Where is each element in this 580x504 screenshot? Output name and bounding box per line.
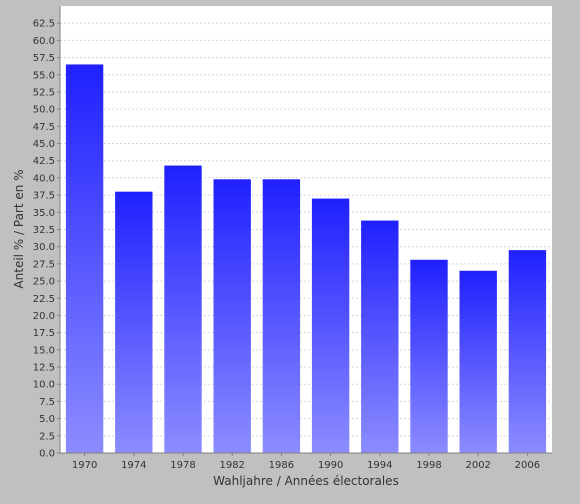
y-axis-ticks: 0.0 2.5 5.0 7.5 10.0 12.5 15.0 17.5 20.0 22.5 25.0…	[33, 19, 60, 460]
x-axis-ticks: 1970 1974 1978 1982 1986 1990 1994 1998 2002 2006	[72, 453, 540, 471]
bars	[65, 64, 547, 453]
bar-1970	[65, 64, 104, 453]
x-tick-label: 1986	[269, 460, 294, 471]
x-tick-label: 1990	[318, 460, 343, 471]
y-tick-label: 57.5	[33, 53, 55, 64]
bar-2006	[508, 250, 547, 453]
y-tick-label: 17.5	[33, 328, 55, 339]
y-tick-label: 2.5	[39, 431, 55, 442]
bar-2002	[459, 270, 497, 453]
y-tick-label: 52.5	[33, 87, 55, 98]
y-tick-label: 5.0	[39, 414, 55, 425]
y-tick-label: 27.5	[33, 259, 55, 270]
y-tick-label: 42.5	[33, 156, 55, 167]
y-tick-label: 60.0	[33, 36, 55, 47]
y-tick-label: 32.5	[33, 225, 55, 236]
y-tick-label: 15.0	[33, 345, 55, 356]
y-tick-label: 40.0	[33, 173, 55, 184]
x-tick-label: 1974	[121, 460, 146, 471]
y-tick-label: 10.0	[33, 380, 55, 391]
y-tick-label: 50.0	[33, 105, 55, 116]
bar-1982	[213, 179, 251, 453]
bar-1978	[164, 165, 202, 453]
y-tick-label: 25.0	[33, 277, 55, 288]
y-tick-label: 30.0	[33, 242, 55, 253]
y-axis-title: Anteil % / Part en %	[12, 169, 26, 288]
x-tick-label: 1978	[170, 460, 195, 471]
y-tick-label: 7.5	[39, 397, 55, 408]
bar-1990	[311, 198, 350, 453]
bar-1998	[410, 259, 448, 453]
x-tick-label: 1982	[219, 460, 244, 471]
y-tick-label: 47.5	[33, 122, 55, 133]
x-axis-title: Wahljahre / Années électorales	[213, 474, 399, 488]
y-tick-label: 12.5	[33, 363, 55, 374]
bar-1974	[115, 191, 153, 453]
y-tick-label: 20.0	[33, 311, 55, 322]
y-tick-label: 37.5	[33, 191, 55, 202]
x-tick-label: 1998	[416, 460, 441, 471]
y-tick-label: 45.0	[33, 139, 55, 150]
bar-1986	[262, 179, 301, 453]
x-tick-label: 2006	[515, 460, 540, 471]
y-tick-label: 62.5	[33, 19, 55, 30]
y-tick-label: 55.0	[33, 70, 55, 81]
x-tick-label: 2002	[465, 460, 490, 471]
x-tick-label: 1970	[72, 460, 97, 471]
y-tick-label: 22.5	[33, 294, 55, 305]
x-tick-label: 1994	[367, 460, 392, 471]
y-tick-label: 35.0	[33, 208, 55, 219]
y-tick-label: 0.0	[39, 449, 55, 460]
bar-1994	[361, 220, 399, 453]
